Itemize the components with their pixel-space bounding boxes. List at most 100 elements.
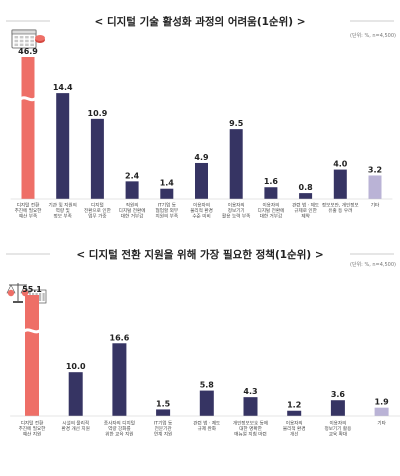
category-label: 이용자의 [228, 202, 245, 209]
category-label: 제약 [301, 213, 310, 220]
category-label: 디지털 전환 [21, 420, 44, 427]
bar [243, 397, 258, 416]
bar-value-label: 1.2 [287, 401, 301, 410]
category-label: 전환으로 인한 [84, 207, 112, 214]
bar-value-label: 55.1 [22, 285, 42, 294]
bar [368, 175, 382, 199]
category-label: 디지털 [91, 202, 104, 209]
category-label: 기타 [377, 420, 386, 427]
chart-title: < 디지털 기술 활성화 과정의 어려움(1순위) > [95, 15, 306, 28]
category-label: 위한 교육 지원 [105, 431, 133, 438]
category-label: 규제로 인한 [294, 207, 317, 214]
category-label: 대한 거부감 [121, 213, 144, 220]
bar-value-label: 46.9 [18, 47, 38, 56]
category-label: 관련 법 · 제도 [193, 420, 220, 427]
bar-value-label: 5.8 [200, 381, 215, 390]
bar [333, 169, 347, 199]
bar [25, 295, 39, 416]
calendar-icon [11, 29, 45, 49]
category-label: 이용자의 [329, 420, 346, 427]
category-label: 지원의 부족 [156, 213, 179, 220]
unit-note: (단위: %, n=4,500) [350, 32, 396, 39]
bar [195, 162, 208, 199]
category-label: 디지털 전환에 [257, 207, 284, 214]
category-label: 연계 지원 [154, 431, 172, 438]
axis-break-mark [22, 328, 42, 334]
bar-value-label: 1.9 [375, 398, 390, 407]
bar-value-label: 3.6 [331, 390, 346, 399]
category-label: 종사자의 디지털 [104, 420, 135, 427]
bar-value-label: 10.9 [88, 109, 108, 118]
category-label: 기타 [371, 202, 380, 209]
bar [287, 410, 302, 416]
unit-note: (단위: %, n=4,500) [350, 261, 396, 268]
category-label: 이용자의 [262, 202, 279, 209]
category-label: 디지털 전환 [17, 202, 40, 209]
chart-policies: < 디지털 전환 지원을 위해 가장 필요한 정책(1순위) > (단위: %, … [6, 248, 400, 438]
chart-title-banner: < 디지털 전환 지원을 위해 가장 필요한 정책(1순위) > [6, 248, 394, 261]
chart-difficulties: < 디지털 기술 활성화 과정의 어려움(1순위) > (단위: %, n=4,5… [6, 15, 396, 220]
category-label: 대한 거부감 [260, 213, 283, 220]
bar [264, 187, 278, 199]
category-label: 정보기기 활용 [324, 425, 351, 432]
chart-title-banner: < 디지털 기술 활성화 과정의 어려움(1순위) > [6, 15, 394, 28]
category-label: 개인정보보호 등에 [233, 420, 268, 427]
category-label: 정보기기 [228, 207, 245, 214]
category-label: 수준 미비 [192, 213, 210, 220]
category-label: 대한 명확한 [239, 425, 262, 432]
category-label: 환경 개선 지원 [62, 425, 90, 432]
bar-value-label: 0.8 [299, 183, 314, 192]
category-label: IT기업 등 [154, 420, 172, 427]
category-label: 정보 부족 [54, 213, 72, 220]
category-label: 규제 완화 [198, 425, 217, 432]
bar [299, 193, 313, 199]
category-label: 물리적 환경 [190, 207, 213, 214]
bar [90, 118, 104, 199]
category-label: 정보보안, 개인정보 [322, 202, 359, 209]
bar [330, 400, 345, 416]
bar-value-label: 16.6 [110, 333, 130, 342]
bar [125, 181, 139, 199]
bar-value-label: 10.0 [66, 362, 86, 371]
category-label: IT기업 등 [158, 202, 176, 209]
bar [68, 372, 83, 416]
category-label: 활용 능력 부족 [222, 213, 250, 220]
category-label: 시설의 물리적 [62, 420, 89, 427]
bar-value-label: 4.0 [333, 160, 348, 169]
bar-value-label: 4.9 [194, 153, 209, 162]
category-label: 매뉴얼 지침 마련 [234, 431, 267, 438]
bar-group: 1.9 기타 [375, 398, 390, 427]
bar [229, 129, 243, 199]
bar-value-label: 1.4 [160, 179, 175, 188]
category-label: 물리적 환경 [283, 425, 306, 432]
category-label: 유출 등 우려 [328, 207, 352, 214]
bar-value-label: 14.4 [53, 83, 73, 92]
category-label: 이용자의 [193, 202, 210, 209]
category-label: 예산 지원 [23, 431, 41, 438]
category-label: 직원의 [126, 202, 139, 209]
category-label: 전문기관 [155, 425, 173, 432]
category-label: 디지털 전환에 [119, 207, 146, 214]
bar [21, 57, 35, 199]
bar-group: 3.2 기타 [368, 165, 382, 208]
bar-value-label: 3.2 [368, 165, 382, 174]
category-label: 관련 법 · 제도 [292, 202, 319, 209]
axis-break-mark [18, 96, 38, 102]
category-label: 추진에 필요한 [19, 425, 47, 432]
chart-title: < 디지털 전환 지원을 위해 가장 필요한 정책(1순위) > [76, 248, 323, 261]
category-label: 역량 강화를 [108, 425, 131, 432]
bar [374, 407, 389, 416]
